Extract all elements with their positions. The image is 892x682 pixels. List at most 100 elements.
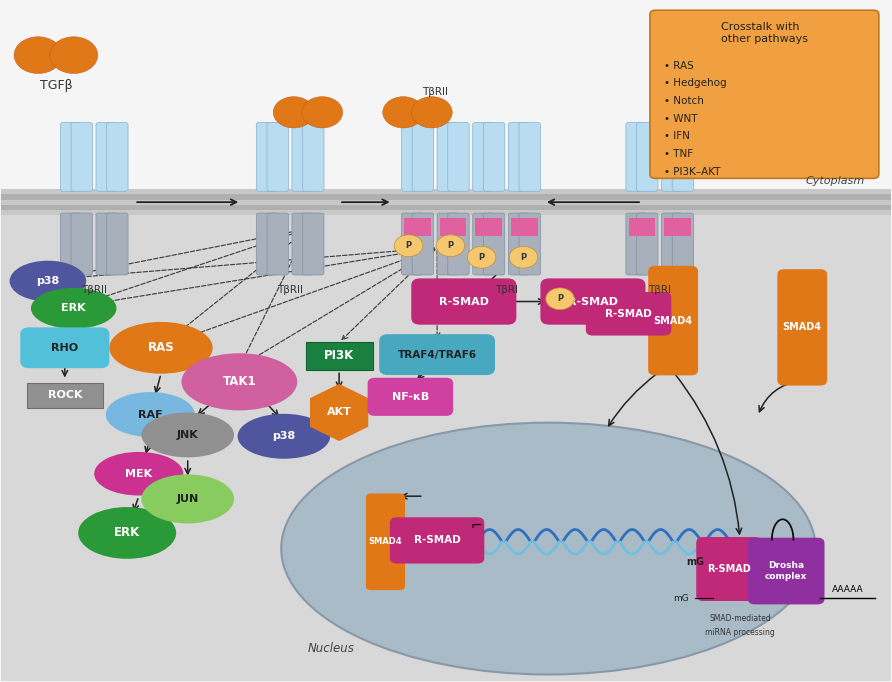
Bar: [665, 218, 681, 235]
FancyBboxPatch shape: [519, 213, 541, 275]
Text: P: P: [479, 253, 484, 262]
Text: R-SMAD: R-SMAD: [568, 297, 618, 306]
Text: P: P: [406, 241, 411, 250]
FancyBboxPatch shape: [21, 327, 110, 368]
FancyBboxPatch shape: [411, 278, 516, 325]
FancyBboxPatch shape: [508, 123, 530, 191]
Text: TRAF4/TRAF6: TRAF4/TRAF6: [398, 350, 476, 359]
FancyBboxPatch shape: [673, 123, 694, 191]
FancyBboxPatch shape: [473, 213, 494, 275]
Text: • Hedgehog: • Hedgehog: [665, 78, 727, 88]
Text: P: P: [520, 253, 526, 262]
Bar: [522, 218, 538, 235]
FancyBboxPatch shape: [626, 213, 648, 275]
Text: TβRII: TβRII: [422, 87, 449, 98]
Text: P: P: [557, 295, 563, 303]
FancyBboxPatch shape: [586, 292, 672, 336]
Bar: [1, 194, 891, 200]
Text: Drosha
complex: Drosha complex: [765, 561, 807, 581]
Text: SMAD4: SMAD4: [654, 316, 692, 325]
FancyBboxPatch shape: [302, 123, 324, 191]
Text: RAS: RAS: [148, 341, 174, 355]
Circle shape: [383, 97, 424, 128]
Text: mG: mG: [673, 594, 690, 603]
FancyBboxPatch shape: [267, 123, 288, 191]
FancyBboxPatch shape: [697, 537, 762, 601]
Ellipse shape: [181, 353, 297, 411]
FancyBboxPatch shape: [673, 213, 694, 275]
Text: • WNT: • WNT: [665, 114, 698, 123]
FancyBboxPatch shape: [267, 213, 288, 275]
FancyBboxPatch shape: [390, 517, 484, 563]
FancyBboxPatch shape: [637, 123, 658, 191]
FancyBboxPatch shape: [61, 213, 82, 275]
FancyBboxPatch shape: [96, 213, 118, 275]
Circle shape: [467, 246, 496, 268]
Ellipse shape: [142, 413, 234, 458]
FancyBboxPatch shape: [650, 10, 879, 178]
FancyBboxPatch shape: [626, 123, 648, 191]
Bar: [1, 189, 891, 681]
FancyBboxPatch shape: [256, 123, 277, 191]
Text: R-SMAD: R-SMAD: [605, 309, 652, 318]
FancyBboxPatch shape: [379, 334, 495, 375]
Bar: [415, 218, 431, 235]
FancyBboxPatch shape: [107, 213, 128, 275]
Text: ERK: ERK: [62, 303, 86, 313]
Circle shape: [14, 37, 62, 74]
Text: TβRI: TβRI: [495, 285, 518, 295]
Text: ROCK: ROCK: [47, 391, 82, 400]
FancyBboxPatch shape: [401, 123, 423, 191]
Text: PI3K: PI3K: [324, 349, 354, 362]
Bar: [1, 200, 891, 205]
FancyBboxPatch shape: [483, 213, 505, 275]
Circle shape: [301, 97, 343, 128]
Circle shape: [273, 97, 314, 128]
Bar: [640, 218, 656, 235]
FancyBboxPatch shape: [71, 123, 93, 191]
Text: P: P: [448, 241, 453, 250]
Circle shape: [436, 235, 465, 256]
Text: ⌐: ⌐: [470, 518, 482, 532]
FancyBboxPatch shape: [366, 494, 405, 590]
Text: • Notch: • Notch: [665, 96, 704, 106]
Text: TβRII: TβRII: [277, 285, 303, 295]
Text: MEK: MEK: [125, 469, 153, 479]
Ellipse shape: [110, 322, 212, 374]
FancyBboxPatch shape: [662, 213, 683, 275]
Bar: [27, 383, 103, 409]
Text: • RAS: • RAS: [665, 61, 694, 71]
Text: • IFN: • IFN: [665, 132, 690, 141]
FancyBboxPatch shape: [256, 213, 277, 275]
Ellipse shape: [106, 392, 194, 437]
Text: p38: p38: [37, 276, 60, 286]
Text: • PI3K–AKT: • PI3K–AKT: [665, 167, 721, 177]
Text: TGFβ: TGFβ: [39, 79, 72, 92]
FancyBboxPatch shape: [437, 213, 458, 275]
Text: RAF: RAF: [138, 409, 162, 419]
FancyBboxPatch shape: [519, 123, 541, 191]
Bar: [1, 205, 891, 210]
Text: R-SMAD: R-SMAD: [439, 297, 489, 306]
FancyBboxPatch shape: [483, 123, 505, 191]
Text: SMAD4: SMAD4: [368, 537, 402, 546]
FancyBboxPatch shape: [401, 213, 423, 275]
Text: Crosstalk with
other pathways: Crosstalk with other pathways: [721, 23, 808, 44]
FancyBboxPatch shape: [412, 123, 434, 191]
Bar: [511, 218, 527, 235]
Bar: [404, 218, 420, 235]
FancyBboxPatch shape: [96, 123, 118, 191]
Circle shape: [50, 37, 98, 74]
Ellipse shape: [10, 261, 87, 301]
FancyBboxPatch shape: [508, 213, 530, 275]
Circle shape: [546, 288, 574, 310]
Text: AAAAA: AAAAA: [832, 585, 863, 594]
FancyBboxPatch shape: [448, 213, 469, 275]
FancyBboxPatch shape: [637, 213, 658, 275]
FancyBboxPatch shape: [541, 278, 646, 325]
Text: miRNA processing: miRNA processing: [705, 628, 775, 637]
Text: JUN: JUN: [177, 494, 199, 504]
FancyBboxPatch shape: [107, 123, 128, 191]
Ellipse shape: [142, 475, 234, 523]
Text: AKT: AKT: [326, 407, 351, 417]
